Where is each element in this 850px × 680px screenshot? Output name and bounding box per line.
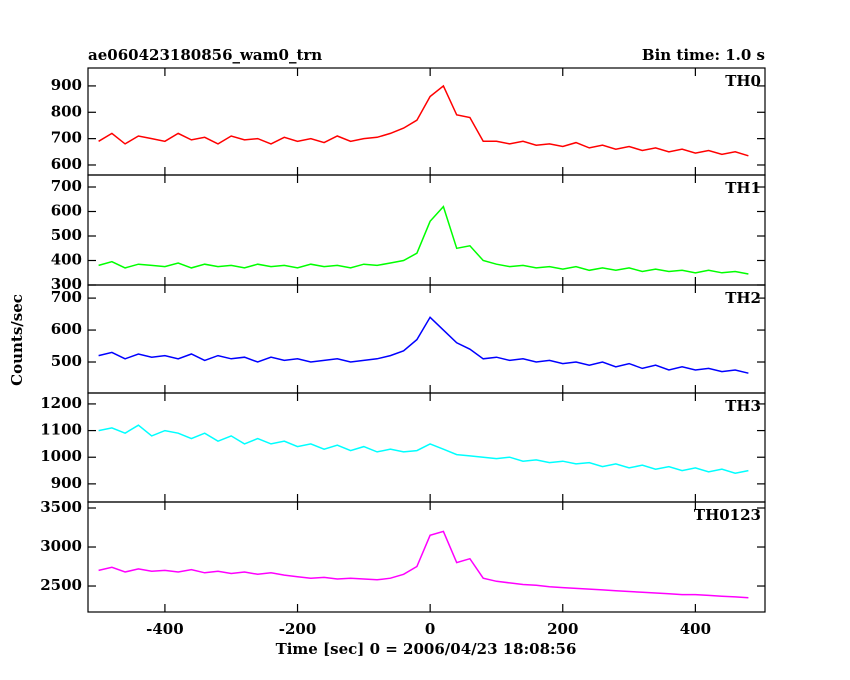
y-tick-label: 500 [51, 352, 82, 370]
x-tick-label: 200 [547, 620, 578, 638]
y-tick-label: 700 [51, 129, 82, 147]
series-label: TH3 [725, 397, 761, 415]
series-label: TH2 [725, 289, 761, 307]
panel-frame [87, 284, 766, 394]
series-label: TH0 [725, 72, 761, 90]
y-tick-label: 700 [51, 288, 82, 306]
y-axis-label: Counts/sec [8, 294, 26, 386]
y-tick-label: 800 [51, 102, 82, 120]
panel-frame [87, 67, 766, 176]
x-tick-label: 400 [680, 620, 711, 638]
y-tick-label: 1100 [40, 421, 82, 439]
panel-frame [87, 392, 766, 503]
x-tick-label: -400 [146, 620, 184, 638]
data-line [98, 205, 749, 275]
y-tick-label: 600 [51, 155, 82, 173]
y-tick-label: 1200 [40, 394, 82, 412]
y-tick-label: 500 [51, 226, 82, 244]
y-tick-label: 700 [51, 177, 82, 195]
y-tick-label: 3500 [40, 498, 82, 516]
y-tick-label: 1000 [40, 447, 82, 465]
y-tick-label: 600 [51, 320, 82, 338]
y-tick-label: 2500 [40, 576, 82, 594]
data-line [98, 424, 749, 474]
data-line [98, 84, 749, 157]
series-label: TH0123 [694, 506, 761, 524]
chart-subtitle: Bin time: 1.0 s [642, 46, 765, 64]
data-line [98, 316, 749, 374]
y-tick-label: 600 [51, 202, 82, 220]
y-tick-label: 900 [51, 76, 82, 94]
x-axis-label: Time [sec] 0 = 2006/04/23 18:08:56 [276, 640, 577, 658]
y-tick-label: 3000 [40, 537, 82, 555]
series-label: TH1 [725, 179, 761, 197]
x-tick-label: -200 [279, 620, 317, 638]
x-tick-label: 0 [425, 620, 435, 638]
chart-title: ae060423180856_wam0_trn [88, 46, 322, 64]
panel-frame [87, 501, 766, 613]
y-tick-label: 300 [51, 275, 82, 293]
data-line [98, 530, 749, 599]
y-tick-label: 900 [51, 474, 82, 492]
y-tick-label: 400 [51, 251, 82, 269]
